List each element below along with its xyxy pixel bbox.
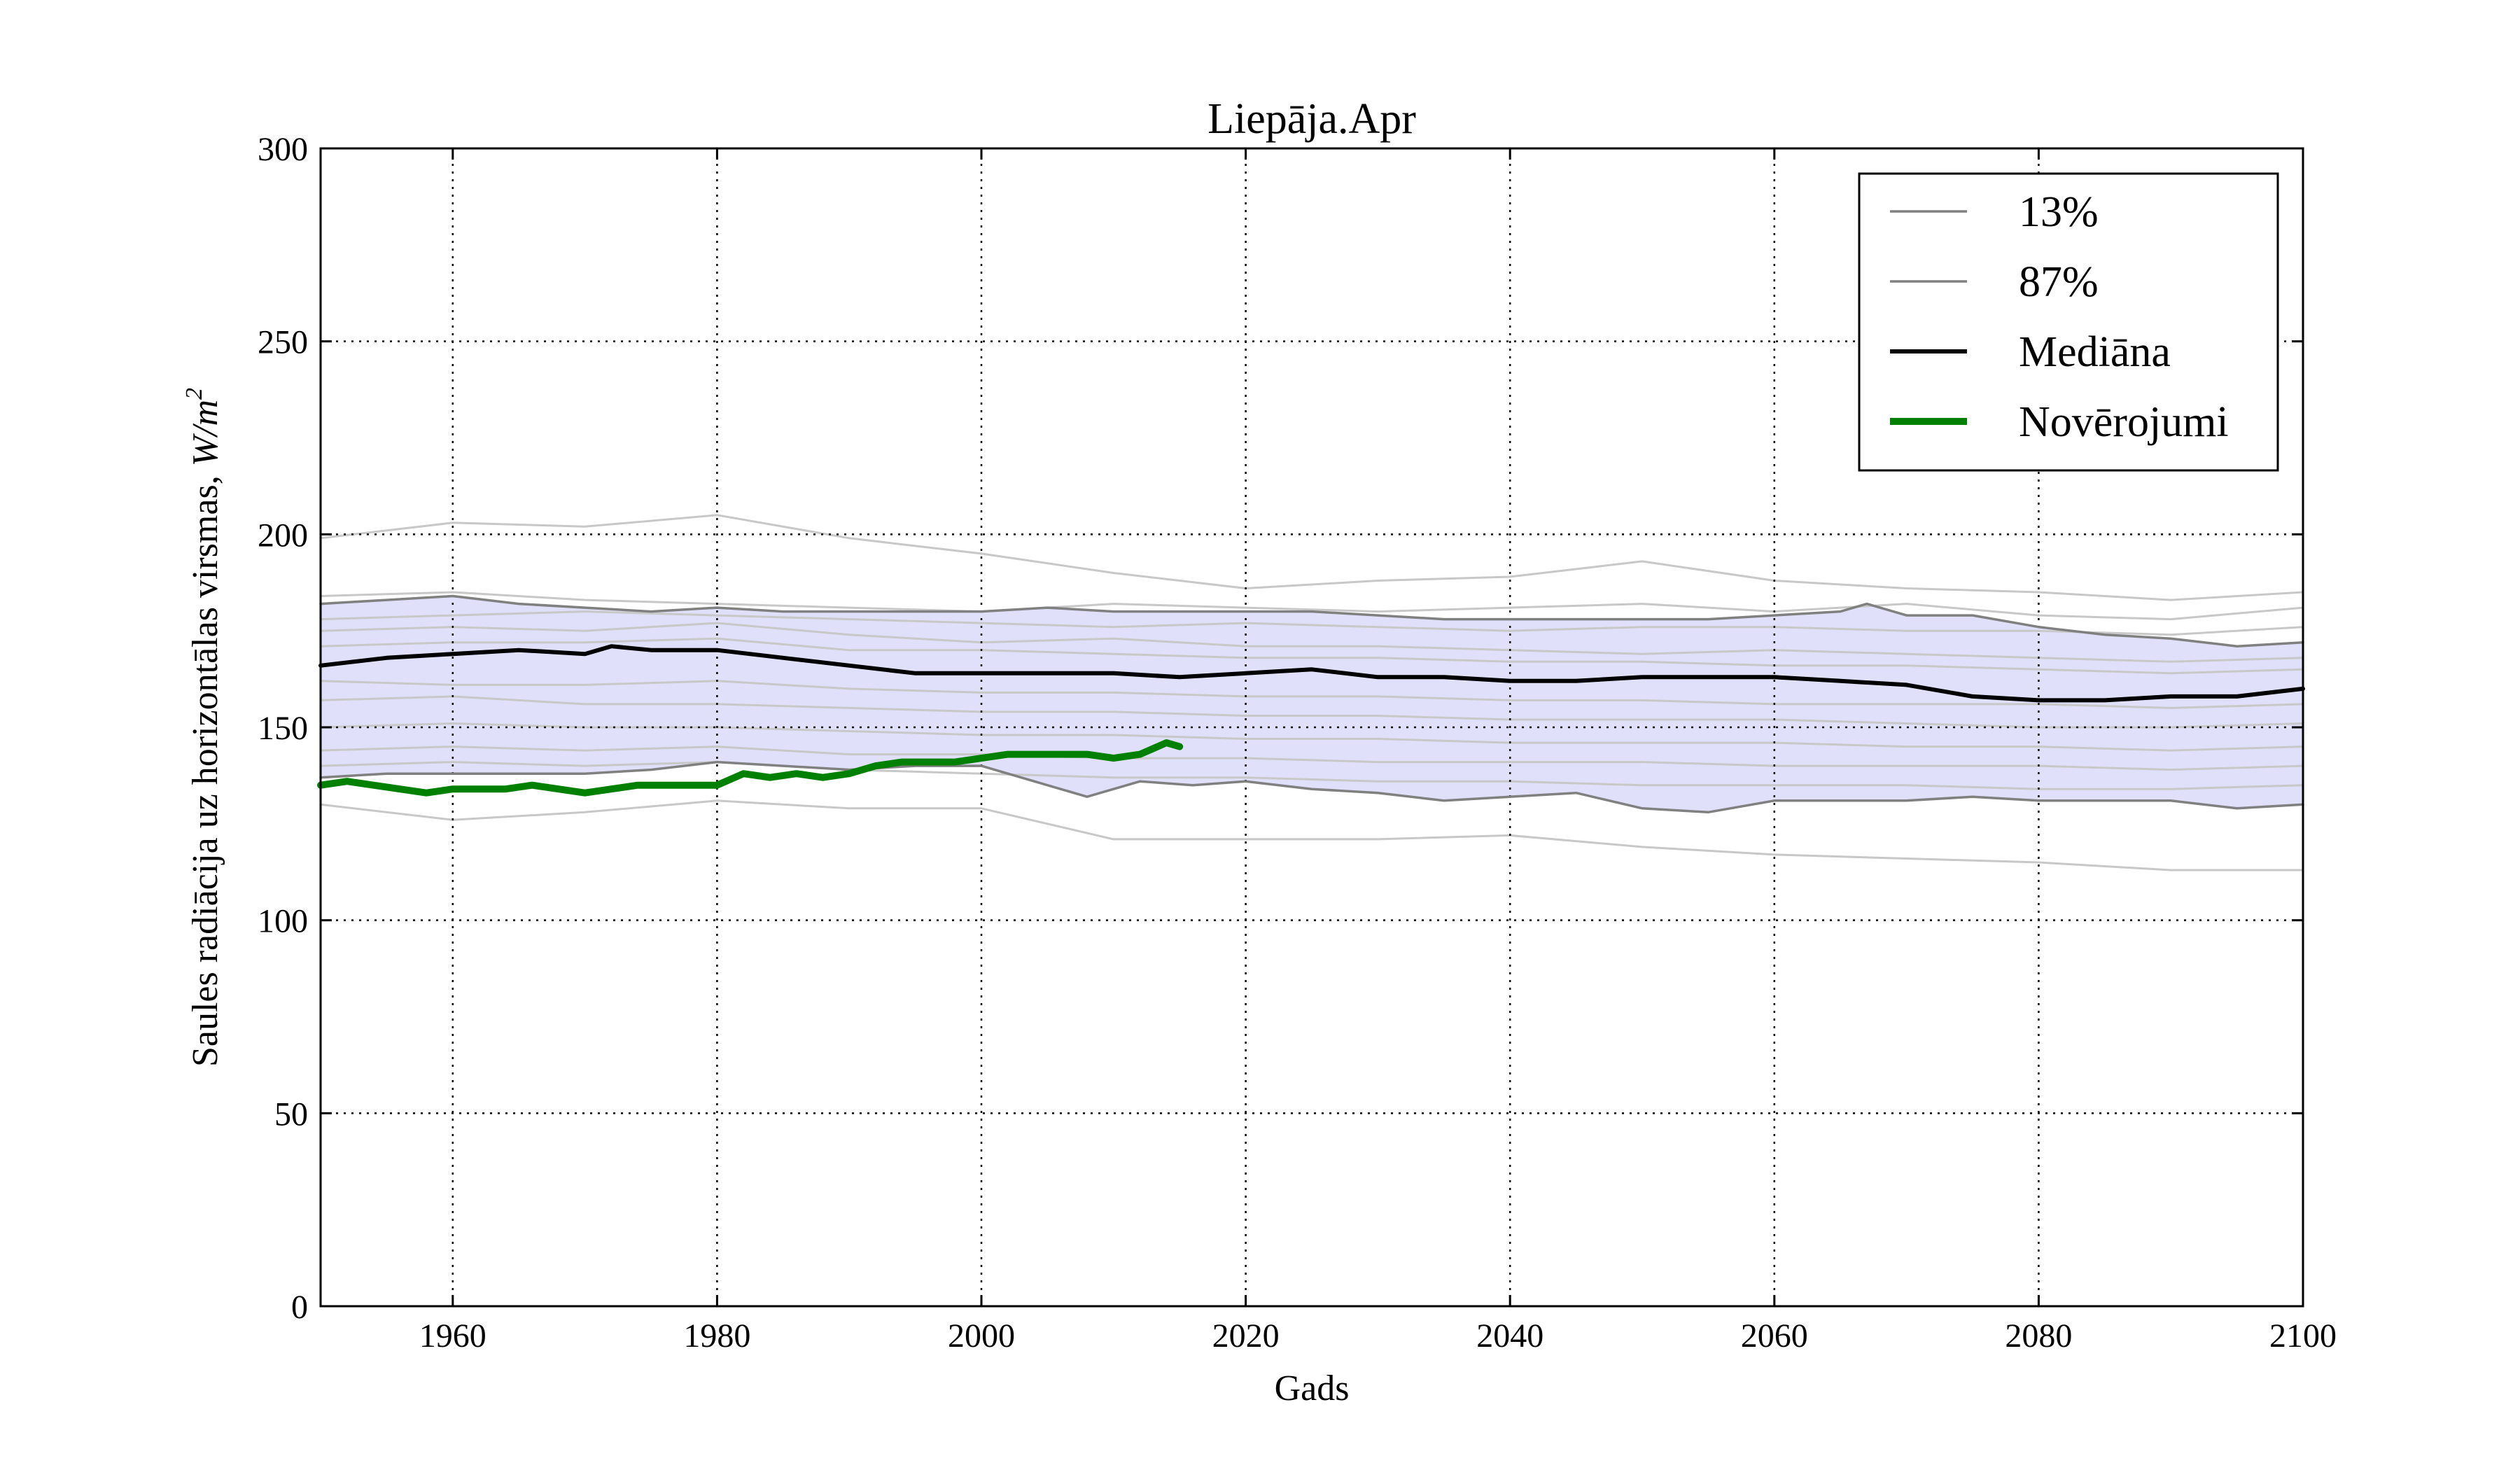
ensemble-line-11 — [320, 799, 2303, 872]
x-axis-label: Gads — [1275, 1368, 1350, 1408]
ensemble-line-6 — [320, 680, 2304, 709]
legend-label-1: 13% — [2019, 188, 2099, 236]
y-axis-label: Saules radiācija uz horizontālas virsmas… — [181, 388, 225, 1067]
x-tick-label-2000: 2000 — [948, 1317, 1015, 1354]
ensemble-line-1 — [320, 514, 2304, 601]
series-87pct-line — [319, 594, 2304, 648]
legend-label-4: Novērojumi — [2019, 398, 2229, 446]
x-tick-label-2040: 2040 — [1476, 1317, 1544, 1354]
y-tick-label-100: 100 — [258, 903, 308, 940]
y-axis-label-text: Saules radiācija uz horizontālas virsmas… — [186, 466, 225, 1067]
y-axis-label-unit-exponent: 2 — [181, 388, 207, 400]
x-tick-label-2020: 2020 — [1212, 1317, 1280, 1354]
chart-title: Liepāja.Apr — [1208, 95, 1416, 143]
ensemble-line-9 — [320, 746, 2304, 771]
series-observations-line — [317, 739, 1184, 797]
ensemble-line-7 — [320, 695, 2304, 729]
x-tick-label-2080: 2080 — [2005, 1317, 2072, 1354]
ensemble-line-2 — [320, 591, 2304, 621]
x-tick-label-1980: 1980 — [683, 1317, 750, 1354]
x-tick-label-1960: 1960 — [419, 1317, 486, 1354]
series-median-line — [318, 644, 2305, 703]
y-tick-labels: 0 50 100 150 200 250 300 — [258, 131, 308, 1326]
ensemble-line-8 — [320, 722, 2304, 752]
ensemble-line-5 — [320, 637, 2304, 675]
y-tick-label-300: 300 — [258, 131, 308, 168]
ensemble-line-10 — [320, 761, 2304, 790]
legend-label-2: 87% — [2019, 258, 2099, 306]
x-tick-label-2100: 2100 — [2269, 1317, 2337, 1354]
y-tick-label-250: 250 — [258, 324, 308, 361]
ensemble-line-4 — [320, 622, 2304, 663]
legend-label-3: Mediāna — [2019, 328, 2171, 376]
x-tick-labels: 1960 1980 2000 2020 2040 2060 2080 2100 — [419, 1317, 2337, 1354]
ensemble-lines-layer — [320, 514, 2304, 872]
y-axis-label-unit: W/m — [186, 400, 225, 466]
y-tick-label-0: 0 — [291, 1289, 308, 1326]
tick-layer — [321, 147, 2304, 1308]
series-13pct-line — [319, 760, 2304, 814]
x-tick-label-2060: 2060 — [1741, 1317, 1808, 1354]
y-tick-label-150: 150 — [258, 710, 308, 747]
legend: 13% 87% Mediāna Novērojumi — [1858, 172, 2279, 472]
y-tick-label-50: 50 — [274, 1096, 308, 1133]
ensemble-line-3 — [320, 610, 2304, 636]
y-tick-label-200: 200 — [258, 517, 308, 554]
grid-layer — [321, 148, 2303, 1306]
series-layer — [317, 594, 2305, 814]
